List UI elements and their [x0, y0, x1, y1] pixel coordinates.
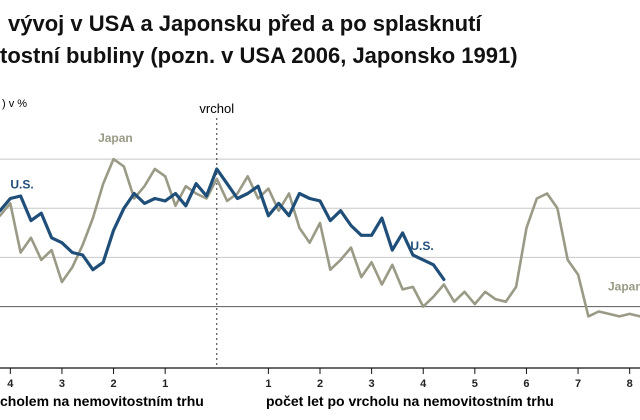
series-lines [0, 157, 640, 318]
x-tick--4: 4 [7, 368, 14, 390]
x-tick-label: 2 [317, 378, 323, 390]
peak-marker: vrchol [199, 101, 234, 368]
x-tick-5: 5 [472, 368, 478, 390]
gridlines [0, 158, 640, 308]
series-line-us [0, 167, 446, 282]
x-tick-4: 4 [420, 368, 427, 390]
series-label-japan: Japan [98, 131, 133, 145]
x-tick--2: 2 [110, 368, 117, 390]
chart-labels: ) v % cholem na nemovitostním trhu počet l… [0, 98, 640, 409]
x-tick-label: 1 [265, 378, 271, 390]
x-tick-8: 8 [627, 368, 633, 390]
x-tick-3: 3 [369, 368, 375, 390]
x-tick-7: 7 [575, 368, 581, 390]
series-label-us: U.S. [10, 178, 33, 192]
x-tick-label: 7 [575, 378, 581, 390]
x-tick-label: 5 [472, 378, 478, 390]
x-tick-label: 3 [59, 378, 65, 390]
x-tick-label: 4 [420, 378, 427, 390]
x-tick-label: 2 [110, 378, 116, 390]
x-tick-label: 8 [627, 378, 633, 390]
series-line-japan [0, 157, 640, 318]
chart-title: vývoj v USA a Japonsku před a po splaskn… [0, 8, 640, 72]
peak-label: vrchol [199, 101, 234, 116]
chart-title-line-1: vývoj v USA a Japonsku před a po splaskn… [8, 11, 482, 36]
x-tick-label: 3 [369, 378, 375, 390]
x-tick-6: 6 [523, 368, 530, 390]
x-tick-label: 1 [162, 378, 168, 390]
series-label-japan-2: Japan [608, 280, 640, 294]
x-tick-label: 4 [7, 378, 14, 390]
chart-title-line-2: tostní bubliny (pozn. v USA 2006, Japons… [0, 43, 518, 68]
series-label-us-2: U.S. [410, 239, 433, 253]
x-tick--3: 3 [59, 368, 65, 390]
x-axis-label-right: počet let po vrcholu na nemovitostním tr… [266, 393, 554, 409]
x-tick-1: 1 [265, 368, 271, 390]
x-tick-2: 2 [317, 368, 323, 390]
x-axis-label-left: cholem na nemovitostním trhu [0, 393, 204, 409]
y-unit-label: ) v % [2, 98, 27, 110]
x-axis: 4 3 2 1 1 2 3 4 5 6 7 8 [0, 367, 640, 390]
x-tick-label: 6 [523, 378, 529, 390]
x-tick--1: 1 [162, 368, 168, 390]
